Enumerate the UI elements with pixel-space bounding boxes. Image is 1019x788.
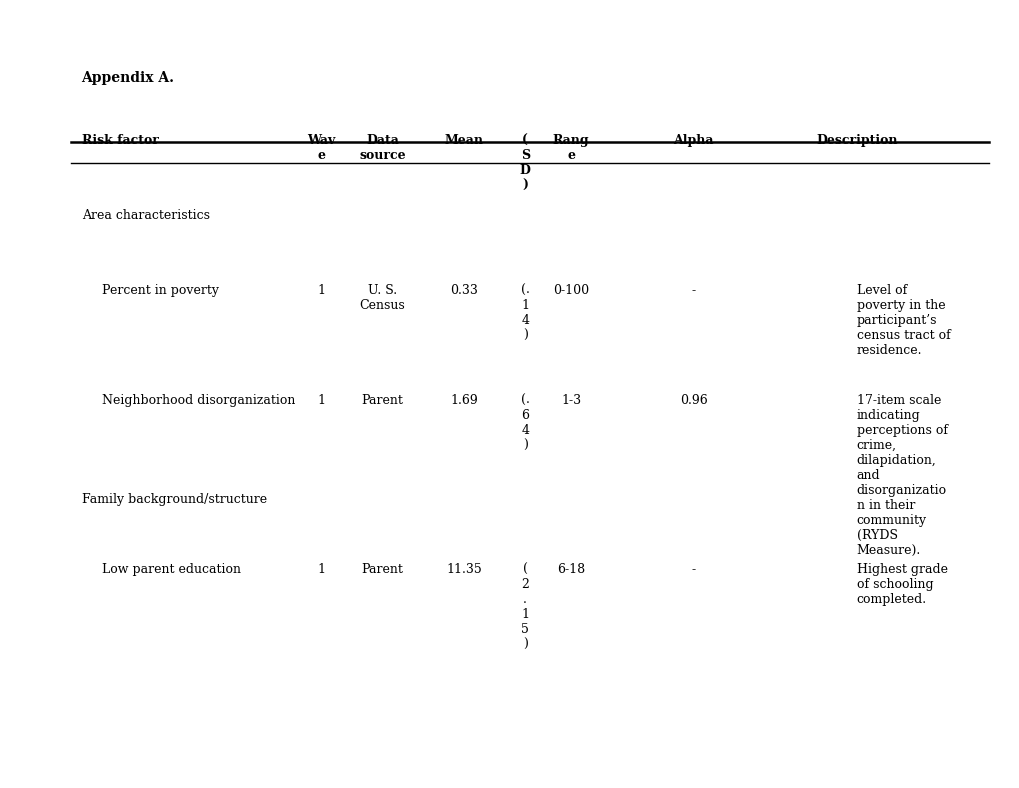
Text: -: - <box>691 563 695 576</box>
Text: (
S
D
): ( S D ) <box>520 134 530 192</box>
Text: (
2
.
1
5
): ( 2 . 1 5 ) <box>521 563 529 652</box>
Text: Percent in poverty: Percent in poverty <box>102 284 219 296</box>
Text: Family background/structure: Family background/structure <box>82 492 266 505</box>
Text: 17-item scale
indicating
perceptions of
crime,
dilapidation,
and
disorganizatio
: 17-item scale indicating perceptions of … <box>856 394 947 557</box>
Text: (.
1
4
): (. 1 4 ) <box>521 284 529 342</box>
Text: 1: 1 <box>317 284 325 296</box>
Text: Description: Description <box>815 134 897 147</box>
Text: 1.69: 1.69 <box>449 394 478 407</box>
Text: (.
6
4
): (. 6 4 ) <box>521 394 529 452</box>
Text: 0.33: 0.33 <box>449 284 478 296</box>
Text: Risk factor: Risk factor <box>82 134 158 147</box>
Text: 0-100: 0-100 <box>552 284 589 296</box>
Text: 1-3: 1-3 <box>560 394 581 407</box>
Text: Area characteristics: Area characteristics <box>82 209 209 221</box>
Text: 6-18: 6-18 <box>556 563 585 576</box>
Text: -: - <box>691 284 695 296</box>
Text: 1: 1 <box>317 394 325 407</box>
Text: Highest grade
of schooling
completed.: Highest grade of schooling completed. <box>856 563 947 607</box>
Text: Parent: Parent <box>361 394 404 407</box>
Text: U. S.
Census: U. S. Census <box>360 284 405 312</box>
Text: 0.96: 0.96 <box>679 394 707 407</box>
Text: Data
source: Data source <box>359 134 406 162</box>
Text: Level of
poverty in the
participant’s
census tract of
residence.: Level of poverty in the participant’s ce… <box>856 284 950 357</box>
Text: Wav
e: Wav e <box>307 134 335 162</box>
Text: Low parent education: Low parent education <box>102 563 240 576</box>
Text: Alpha: Alpha <box>673 134 713 147</box>
Text: Appendix A.: Appendix A. <box>82 71 174 85</box>
Text: 11.35: 11.35 <box>445 563 482 576</box>
Text: Parent: Parent <box>361 563 404 576</box>
Text: 1: 1 <box>317 563 325 576</box>
Text: Rang
e: Rang e <box>552 134 589 162</box>
Text: Mean: Mean <box>444 134 483 147</box>
Text: Neighborhood disorganization: Neighborhood disorganization <box>102 394 296 407</box>
